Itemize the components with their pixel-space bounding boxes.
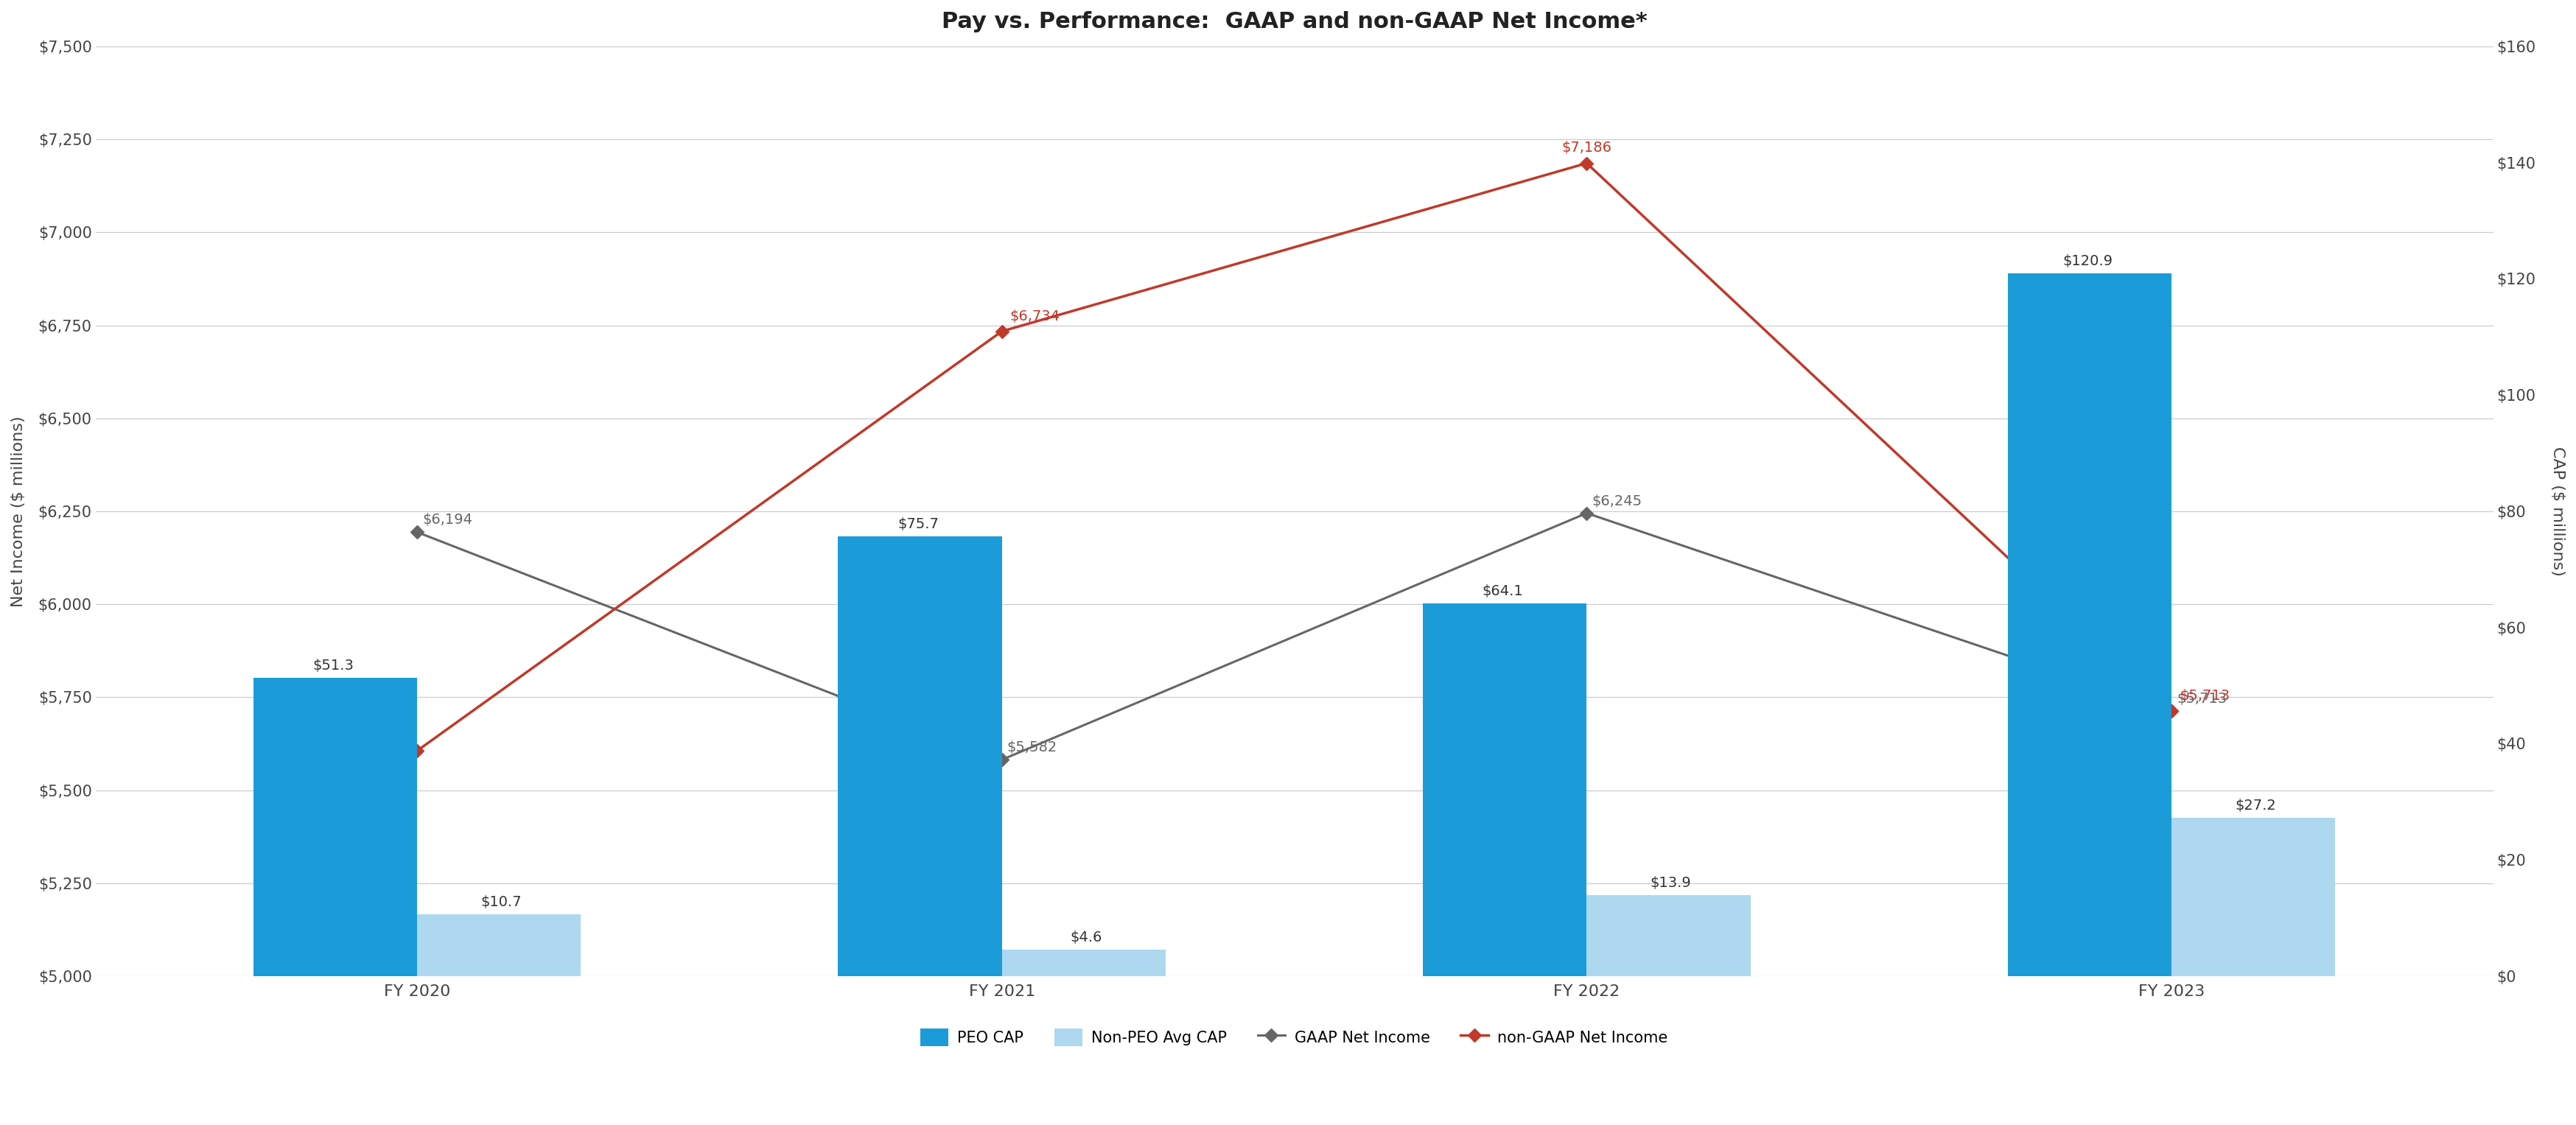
Text: $6,245: $6,245 xyxy=(1592,494,1641,508)
Bar xyxy=(837,537,1002,977)
Text: $5,713: $5,713 xyxy=(2179,688,2231,703)
Bar xyxy=(252,678,417,976)
Text: $51.3: $51.3 xyxy=(312,659,353,673)
Text: $6,194: $6,194 xyxy=(422,513,471,526)
Bar xyxy=(417,914,580,976)
Y-axis label: CAP ($ millions): CAP ($ millions) xyxy=(2550,447,2566,576)
Text: $64.1: $64.1 xyxy=(1481,585,1522,599)
Text: $6,734: $6,734 xyxy=(1010,309,1061,323)
Bar xyxy=(1422,604,1587,976)
Text: $5,713: $5,713 xyxy=(2177,692,2226,705)
Text: $4.6: $4.6 xyxy=(1069,930,1103,944)
Bar xyxy=(2172,818,2336,976)
Text: $75.7: $75.7 xyxy=(896,518,938,531)
Text: $120.9: $120.9 xyxy=(2063,254,2112,269)
Bar xyxy=(1002,950,1167,977)
Text: $5,606: $5,606 xyxy=(358,729,410,742)
Text: $10.7: $10.7 xyxy=(482,894,520,909)
Legend: PEO CAP, Non-PEO Avg CAP, GAAP Net Income, non-GAAP Net Income: PEO CAP, Non-PEO Avg CAP, GAAP Net Incom… xyxy=(914,1023,1674,1052)
Text: $7,186: $7,186 xyxy=(1561,141,1613,155)
Bar xyxy=(1587,896,1752,976)
Bar xyxy=(2007,273,2172,976)
Text: $27.2: $27.2 xyxy=(2236,799,2277,813)
Text: $5,582: $5,582 xyxy=(1007,740,1056,755)
Text: $13.9: $13.9 xyxy=(1651,876,1692,890)
Title: Pay vs. Performance:  GAAP and non-GAAP Net Income*: Pay vs. Performance: GAAP and non-GAAP N… xyxy=(940,11,1646,33)
Y-axis label: Net Income ($ millions): Net Income ($ millions) xyxy=(10,416,26,606)
